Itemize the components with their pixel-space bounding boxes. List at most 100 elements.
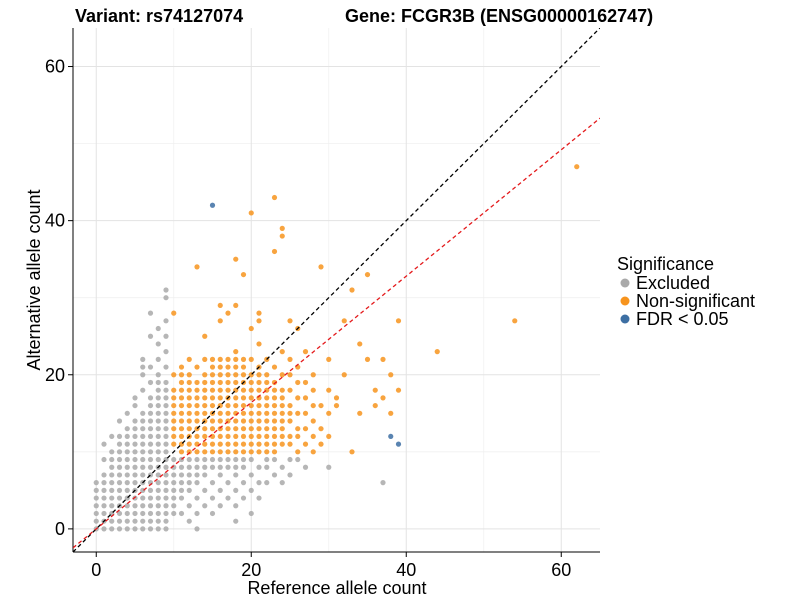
data-point	[186, 402, 192, 409]
data-point	[240, 271, 247, 278]
data-point	[233, 472, 239, 478]
data-point	[155, 356, 161, 362]
data-point	[202, 464, 208, 470]
data-point	[209, 387, 216, 393]
data-point	[574, 164, 580, 170]
data-point	[194, 433, 200, 440]
data-point	[287, 402, 293, 409]
data-point	[240, 372, 247, 378]
data-point	[116, 449, 123, 455]
data-point	[264, 433, 270, 440]
data-point	[326, 387, 332, 393]
data-point	[279, 464, 285, 470]
data-point	[140, 433, 146, 440]
data-point	[326, 356, 332, 362]
data-point	[240, 480, 247, 486]
legend-swatch	[620, 278, 630, 288]
data-point	[178, 495, 185, 501]
data-point	[225, 464, 231, 470]
data-point	[279, 372, 285, 378]
data-point	[217, 364, 223, 370]
data-point	[132, 395, 138, 401]
data-point	[186, 518, 192, 524]
data-point	[163, 349, 169, 355]
x-tick-label: 60	[551, 560, 571, 580]
data-point	[132, 472, 138, 478]
data-point	[295, 456, 301, 463]
data-point	[233, 256, 239, 262]
chart-title-gene: Gene: FCGR3B (ENSG00000162747)	[345, 6, 653, 26]
data-point	[295, 426, 301, 432]
data-point	[101, 480, 107, 486]
data-point	[248, 433, 254, 440]
data-point	[132, 433, 138, 440]
identity-reference-line	[73, 28, 600, 552]
data-point	[225, 480, 231, 486]
data-point	[163, 464, 169, 470]
data-point	[217, 318, 223, 324]
data-point	[147, 418, 154, 424]
data-point	[194, 387, 200, 393]
data-point	[217, 472, 223, 478]
data-point	[271, 418, 278, 424]
data-point	[155, 395, 161, 401]
data-point	[101, 495, 107, 501]
data-point	[140, 464, 146, 470]
data-point	[140, 426, 146, 432]
data-point	[209, 456, 216, 463]
data-point	[155, 456, 161, 463]
data-point	[116, 418, 123, 424]
data-point	[233, 449, 239, 455]
data-point	[178, 418, 185, 424]
data-point	[178, 464, 185, 470]
data-point	[264, 418, 270, 424]
data-point	[302, 426, 309, 432]
data-point	[155, 379, 161, 386]
data-point	[248, 395, 254, 401]
data-point	[264, 410, 270, 416]
data-point	[271, 433, 278, 440]
data-point	[163, 333, 169, 339]
data-point	[217, 433, 223, 440]
data-point	[109, 464, 115, 470]
data-point	[186, 441, 192, 447]
data-point	[225, 456, 231, 463]
data-point	[225, 310, 231, 316]
data-point	[109, 503, 115, 509]
data-point	[248, 487, 254, 493]
data-point	[140, 510, 146, 517]
data-point	[326, 464, 332, 470]
data-point	[248, 449, 254, 455]
data-point	[101, 503, 107, 509]
data-point	[155, 433, 161, 440]
data-point	[178, 449, 185, 455]
data-point	[202, 402, 208, 409]
data-point	[217, 487, 223, 493]
data-point	[132, 526, 138, 532]
data-point	[147, 526, 154, 532]
data-point	[209, 510, 216, 517]
data-point	[124, 503, 130, 509]
data-point	[124, 441, 130, 447]
data-point	[155, 449, 161, 455]
data-point	[171, 433, 177, 440]
data-point	[163, 295, 169, 301]
data-point	[186, 503, 192, 509]
data-point	[140, 410, 146, 416]
data-point	[202, 356, 208, 362]
data-point	[163, 495, 169, 501]
data-point	[380, 480, 386, 486]
data-point	[109, 480, 115, 486]
data-point	[279, 426, 285, 432]
data-point	[116, 510, 123, 517]
data-point	[240, 426, 247, 432]
data-point	[295, 410, 301, 416]
data-point	[225, 410, 231, 416]
data-point	[124, 410, 130, 416]
data-point	[202, 487, 208, 493]
data-point	[140, 487, 146, 493]
data-point	[217, 449, 223, 455]
data-point	[256, 410, 262, 416]
data-point	[194, 402, 200, 409]
data-point	[101, 441, 107, 447]
